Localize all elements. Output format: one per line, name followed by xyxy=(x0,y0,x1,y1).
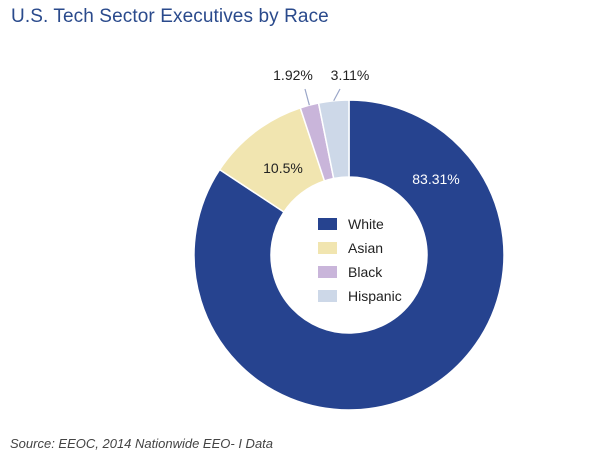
data-label-asian: 10.5% xyxy=(263,160,303,176)
data-label-black: 1.92% xyxy=(273,67,313,83)
slice-hispanic xyxy=(317,99,350,180)
data-label-white: 83.31% xyxy=(412,171,459,187)
slice-white xyxy=(193,99,505,411)
legend-swatch-white xyxy=(318,217,337,230)
source-note: Source: EEOC, 2014 Nationwide EEO- I Dat… xyxy=(10,436,274,451)
legend-swatch-black xyxy=(318,265,337,278)
legend-label-white: White xyxy=(348,215,384,232)
legend-label-asian: Asian xyxy=(348,239,384,256)
leader-line-black xyxy=(304,88,310,106)
legend-item-asian: Asian xyxy=(318,238,402,257)
legend-item-hispanic: Hispanic xyxy=(318,286,402,305)
legend-item-white: White xyxy=(318,214,402,233)
legend-swatch-hispanic xyxy=(318,289,337,302)
chart-title: U.S. Tech Sector Executives by Race xyxy=(11,6,329,27)
legend-item-black: Black xyxy=(318,262,402,281)
legend-label-black: Black xyxy=(348,263,383,280)
data-label-hispanic: 3.11% xyxy=(331,67,370,83)
legend-swatch-asian xyxy=(318,241,337,254)
legend: White Asian Black Hispanic xyxy=(318,214,402,310)
legend-label-hispanic: Hispanic xyxy=(348,287,402,304)
leader-line-hispanic xyxy=(333,88,341,102)
